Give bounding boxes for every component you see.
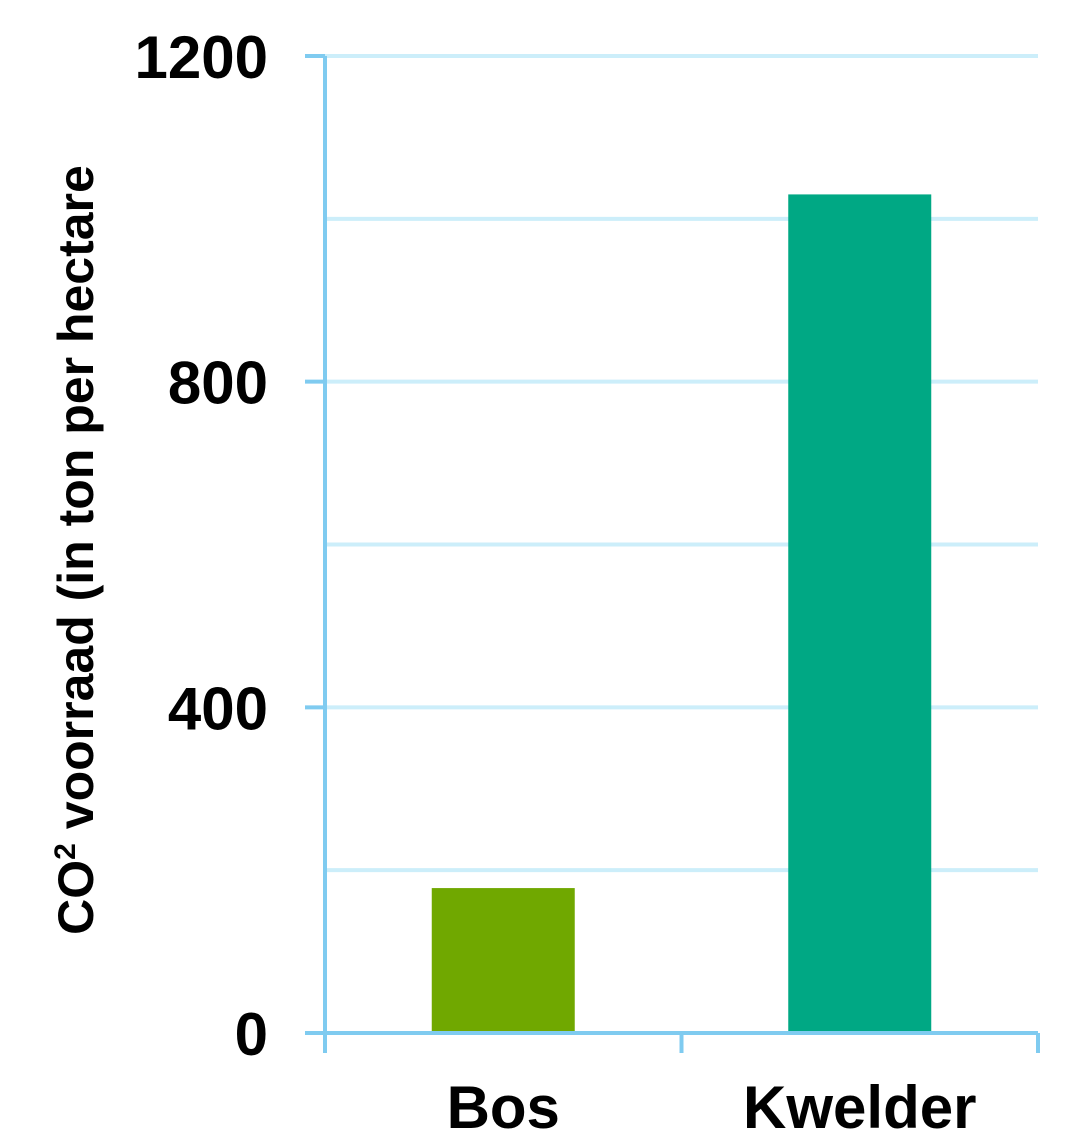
y-tick-label-800: 800 — [168, 350, 268, 417]
x-category-label-bos: Bos — [447, 1074, 560, 1141]
y-axis-title: CO2 voorraad (in ton per hectare — [48, 165, 104, 935]
y-axis-title-superscript: 2 — [49, 843, 82, 860]
axes — [305, 54, 1040, 1053]
y-tick-label-400: 400 — [168, 675, 268, 742]
bar-bos — [431, 888, 575, 1031]
y-axis-title-suffix: voorraad (in ton per hectare — [48, 165, 104, 843]
y-tick-label-0: 0 — [235, 1001, 268, 1068]
x-category-labels: Bos Kwelder — [447, 1074, 977, 1141]
y-tick-labels: 0 400 800 1200 — [135, 24, 268, 1068]
x-category-label-kwelder: Kwelder — [743, 1074, 976, 1141]
y-tick-label-1200: 1200 — [135, 24, 268, 91]
bars — [431, 194, 932, 1032]
bar-kwelder — [788, 194, 932, 1032]
y-axis-title-prefix: CO — [48, 860, 104, 935]
